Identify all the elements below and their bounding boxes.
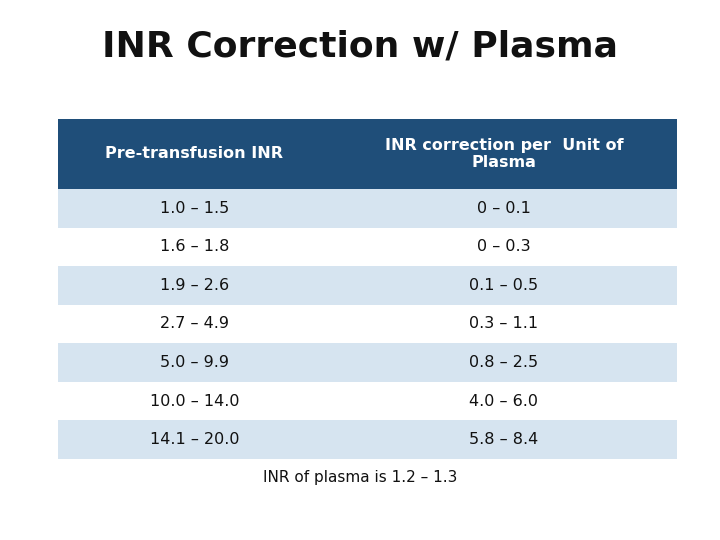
Text: INR of plasma is 1.2 – 1.3: INR of plasma is 1.2 – 1.3 [263,470,457,485]
Text: 0.3 – 1.1: 0.3 – 1.1 [469,316,539,332]
Text: 4.0 – 6.0: 4.0 – 6.0 [469,394,539,409]
Text: 1.0 – 1.5: 1.0 – 1.5 [160,201,229,216]
Text: INR correction per  Unit of
Plasma: INR correction per Unit of Plasma [384,138,624,170]
Text: 1.6 – 1.8: 1.6 – 1.8 [160,239,229,254]
Text: 1.9 – 2.6: 1.9 – 2.6 [160,278,229,293]
Text: 14.1 – 20.0: 14.1 – 20.0 [150,432,239,447]
Text: 5.8 – 8.4: 5.8 – 8.4 [469,432,539,447]
Text: 5.0 – 9.9: 5.0 – 9.9 [160,355,229,370]
Text: 0 – 0.1: 0 – 0.1 [477,201,531,216]
Text: 0.8 – 2.5: 0.8 – 2.5 [469,355,539,370]
Text: 2.7 – 4.9: 2.7 – 4.9 [160,316,229,332]
Text: INR Correction w/ Plasma: INR Correction w/ Plasma [102,30,618,64]
Text: Pre-transfusion INR: Pre-transfusion INR [105,146,284,161]
Text: 0.1 – 0.5: 0.1 – 0.5 [469,278,539,293]
Text: 10.0 – 14.0: 10.0 – 14.0 [150,394,239,409]
Text: 0 – 0.3: 0 – 0.3 [477,239,531,254]
